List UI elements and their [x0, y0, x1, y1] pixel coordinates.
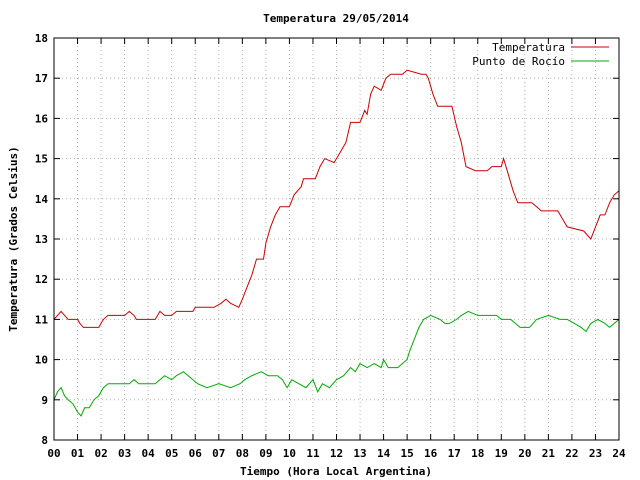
- y-tick-label: 10: [35, 354, 48, 367]
- y-tick-label: 14: [35, 193, 49, 206]
- x-tick-label: 22: [565, 447, 578, 460]
- y-tick-label: 18: [35, 32, 48, 45]
- x-tick-label: 18: [471, 447, 484, 460]
- x-tick-label: 14: [377, 447, 391, 460]
- x-tick-label: 08: [236, 447, 249, 460]
- x-tick-label: 02: [94, 447, 107, 460]
- legend-label-punto-de-rocio: Punto de Rocío: [472, 55, 565, 68]
- x-tick-label: 20: [518, 447, 531, 460]
- y-tick-label: 8: [41, 434, 48, 447]
- y-tick-label: 16: [35, 112, 49, 125]
- x-tick-label: 13: [353, 447, 366, 460]
- x-tick-label: 07: [212, 447, 225, 460]
- series-line-punto-de-rocio: [53, 310, 620, 417]
- axis-ticks: [53, 37, 620, 441]
- x-tick-label: 16: [424, 447, 438, 460]
- series-line-temperatura: [53, 69, 620, 328]
- legend-label-temperatura: Temperatura: [492, 41, 565, 54]
- y-tick-label: 17: [35, 72, 48, 85]
- y-tick-label: 11: [35, 313, 49, 326]
- x-tick-label: 23: [589, 447, 602, 460]
- x-axis-label: Tiempo (Hora Local Argentina): [240, 465, 432, 478]
- y-tick-label: 15: [35, 153, 48, 166]
- legend: Temperatura Punto de Rocío: [472, 41, 609, 68]
- x-tick-label: 19: [495, 447, 508, 460]
- y-tick-label: 13: [35, 233, 48, 246]
- x-tick-label: 09: [259, 447, 272, 460]
- x-tick-label: 15: [401, 447, 414, 460]
- x-tick-label: 12: [330, 447, 343, 460]
- x-tick-label: 03: [118, 447, 131, 460]
- x-tick-label: 21: [542, 447, 556, 460]
- y-tick-label: 12: [35, 273, 48, 286]
- x-tick-labels: 00 01 02 03 04 05 06 07 08 09 10 11 12 13 14 15 16 17 18 19…: [47, 447, 626, 460]
- x-tick-label: 17: [448, 447, 461, 460]
- x-tick-label: 24: [612, 447, 626, 460]
- grid: [54, 38, 619, 440]
- chart-title: Temperatura 29/05/2014: [263, 12, 409, 25]
- y-tick-labels: 8 9 10 11 12 13 14 15 16 17 18: [35, 32, 49, 447]
- y-tick-label: 9: [41, 394, 48, 407]
- x-tick-label: 06: [189, 447, 203, 460]
- y-axis-label: Temperatura (Grados Celsius): [7, 146, 20, 331]
- x-tick-label: 05: [165, 447, 178, 460]
- x-tick-label: 04: [142, 447, 156, 460]
- x-tick-label: 00: [47, 447, 60, 460]
- x-tick-label: 01: [71, 447, 85, 460]
- x-tick-label: 11: [306, 447, 320, 460]
- series-lines: [53, 69, 620, 417]
- x-tick-label: 10: [283, 447, 296, 460]
